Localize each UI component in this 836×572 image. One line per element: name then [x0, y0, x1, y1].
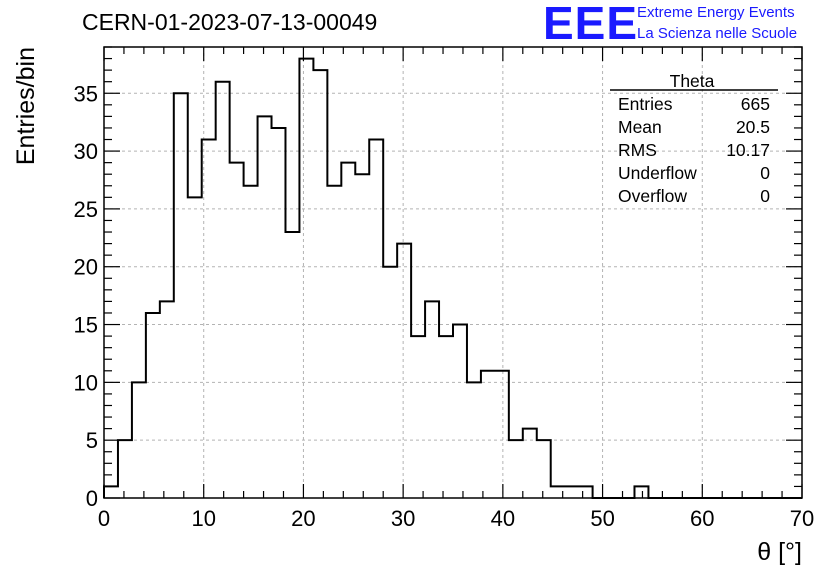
eee-logo: EEE [543, 0, 639, 49]
grid-lines [104, 47, 802, 498]
y-tick-label: 15 [74, 313, 98, 338]
x-tick-labels: 0 10 20 30 40 50 60 70 [98, 506, 814, 531]
x-tick-label: 30 [391, 506, 415, 531]
plot-frame [103, 46, 803, 499]
x-tick-label: 10 [191, 506, 215, 531]
stats-row-label: Mean [618, 117, 662, 137]
stats-row-label: Underflow [618, 163, 697, 183]
stats-row-value: 20.5 [736, 117, 770, 137]
logo-subtitle-line2: La Scienza nelle Scuole [637, 25, 798, 42]
x-tick-label: 0 [98, 506, 110, 531]
y-tick-label: 35 [74, 81, 98, 106]
stats-row-label: RMS [618, 140, 657, 160]
x-tick-label: 40 [491, 506, 515, 531]
stats-row-value: 0 [760, 186, 770, 206]
y-tick-labels: 0 5 10 15 20 25 30 35 [74, 81, 98, 511]
y-tick-label: 0 [86, 486, 98, 511]
stats-row-value: 0 [760, 163, 770, 183]
x-tick-label: 60 [690, 506, 714, 531]
y-tick-label: 5 [86, 428, 98, 453]
chart-title: CERN-01-2023-07-13-00049 [82, 9, 378, 35]
y-axis-title: Entries/bin [12, 47, 40, 165]
y-tick-label: 10 [74, 370, 98, 395]
x-tick-label: 70 [790, 506, 814, 531]
stats-box-title: Theta [670, 71, 715, 91]
stats-box: Theta Entries 665 Mean 20.5 RMS 10.17 Underflo… [610, 71, 778, 206]
histogram-step-line [103, 57, 802, 499]
axis-ticks [103, 46, 803, 499]
stats-row-value: 10.17 [726, 140, 770, 160]
x-axis-title: θ [°] [757, 538, 802, 566]
logo-subtitle-line1: Extreme Energy Events [637, 4, 795, 21]
stats-row-value: 665 [741, 94, 770, 114]
x-tick-label: 50 [590, 506, 614, 531]
stats-row-label: Overflow [618, 186, 687, 206]
y-tick-label: 20 [74, 255, 98, 280]
x-tick-label: 20 [291, 506, 315, 531]
y-tick-label: 25 [74, 197, 98, 222]
y-tick-label: 30 [74, 139, 98, 164]
stats-row-label: Entries [618, 94, 673, 114]
